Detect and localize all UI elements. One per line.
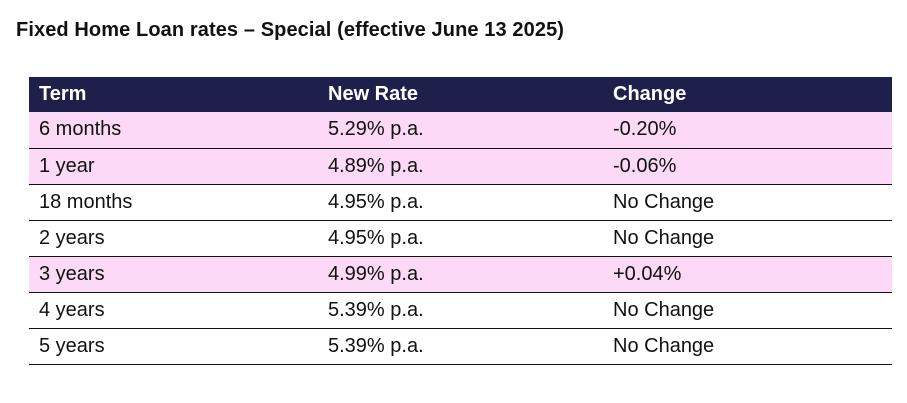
header-term: Term bbox=[39, 83, 87, 105]
table-row: 3 years 4.99% p.a. +0.04% bbox=[29, 256, 892, 292]
cell-change: No Change bbox=[613, 334, 715, 357]
table-row: 6 months 5.29% p.a. -0.20% bbox=[29, 112, 892, 148]
table-row: 1 year 4.89% p.a. -0.06% bbox=[29, 148, 892, 184]
header-new-rate: New Rate bbox=[328, 83, 419, 105]
cell-term: 5 years bbox=[39, 334, 105, 357]
cell-rate: 5.29% p.a. bbox=[328, 118, 424, 141]
header-change: Change bbox=[613, 83, 687, 105]
cell-change: -0.20% bbox=[613, 118, 677, 141]
cell-rate: 5.39% p.a. bbox=[328, 298, 424, 321]
cell-change: -0.06% bbox=[613, 154, 677, 177]
table-row: 4 years 5.39% p.a. No Change bbox=[29, 292, 892, 328]
table-row: 5 years 5.39% p.a. No Change bbox=[29, 328, 892, 364]
cell-rate: 4.95% p.a. bbox=[328, 226, 424, 249]
cell-rate: 4.89% p.a. bbox=[328, 154, 424, 177]
cell-term: 4 years bbox=[39, 298, 105, 321]
cell-term: 18 months bbox=[39, 190, 133, 213]
rates-table: Term New Rate Change 6 months 5.29% p.a.… bbox=[29, 77, 892, 365]
page-title: Fixed Home Loan rates – Special (effecti… bbox=[16, 19, 565, 41]
table-row: 2 years 4.95% p.a. No Change bbox=[29, 220, 892, 256]
cell-term: 1 year bbox=[39, 154, 95, 177]
cell-rate: 5.39% p.a. bbox=[328, 334, 424, 357]
header-row: Term New Rate Change bbox=[29, 77, 892, 112]
cell-term: 3 years bbox=[39, 262, 105, 285]
table-body: 6 months 5.29% p.a. -0.20% 1 year 4.89% … bbox=[29, 112, 892, 364]
cell-rate: 4.99% p.a. bbox=[328, 262, 424, 285]
cell-change: No Change bbox=[613, 298, 715, 321]
table-row: 18 months 4.95% p.a. No Change bbox=[29, 184, 892, 220]
cell-term: 2 years bbox=[39, 226, 105, 249]
cell-change: +0.04% bbox=[613, 262, 682, 285]
cell-change: No Change bbox=[613, 190, 715, 213]
table-header: Term New Rate Change bbox=[29, 77, 892, 112]
cell-rate: 4.95% p.a. bbox=[328, 190, 424, 213]
cell-change: No Change bbox=[613, 226, 715, 249]
cell-term: 6 months bbox=[39, 118, 122, 141]
